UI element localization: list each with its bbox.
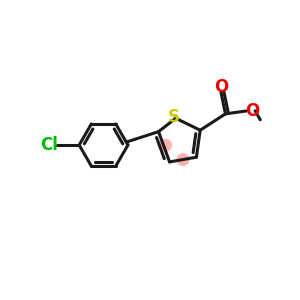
Circle shape [176, 153, 190, 166]
Circle shape [159, 139, 172, 152]
Text: S: S [168, 108, 180, 126]
Text: Cl: Cl [40, 136, 58, 154]
Text: O: O [245, 102, 259, 120]
Text: O: O [214, 78, 228, 96]
